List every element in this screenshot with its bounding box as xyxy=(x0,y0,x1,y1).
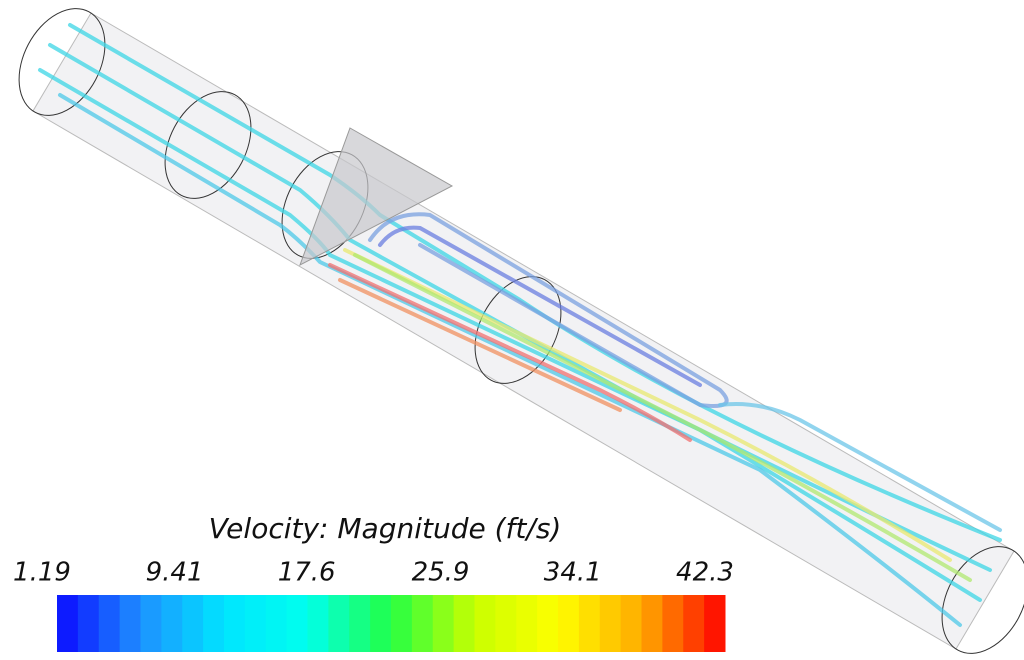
colorbar-band xyxy=(140,595,162,652)
colorbar-band xyxy=(265,595,288,652)
colorbar-tick-label: 25.9 xyxy=(412,558,470,588)
colorbar-band xyxy=(391,595,413,652)
baffle xyxy=(299,127,454,267)
colorbar-band xyxy=(474,595,496,652)
colorbar-band xyxy=(641,595,663,652)
colorbar: 1.19 9.41 17.6 25.9 34.1 42.3 xyxy=(13,558,734,652)
colorbar-band xyxy=(599,595,622,652)
colorbar-band xyxy=(307,595,329,652)
colorbar-band xyxy=(704,595,726,652)
colorbar-band xyxy=(683,595,705,652)
colorbar-band xyxy=(558,595,580,652)
colorbar-band xyxy=(578,595,601,652)
colorbar-tick-label: 42.3 xyxy=(676,558,734,588)
colorbar-band xyxy=(662,595,684,652)
colorbar-band xyxy=(620,595,642,652)
colorbar-tick-label: 17.6 xyxy=(278,558,336,588)
colorbar-band xyxy=(182,595,204,652)
colorbar-band xyxy=(495,595,517,652)
colorbar-band xyxy=(537,595,559,652)
colorbar-band xyxy=(328,595,350,652)
colorbar-band xyxy=(77,595,100,652)
colorbar-band xyxy=(453,595,475,652)
colorbar-band xyxy=(370,595,392,652)
colorbar-band xyxy=(349,595,371,652)
colorbar-band xyxy=(224,595,246,652)
colorbar-tick-label: 9.41 xyxy=(146,558,204,588)
colorbar-tick-label: 1.19 xyxy=(13,558,71,588)
colorbar-band xyxy=(286,595,308,652)
colorbar-band xyxy=(57,595,79,652)
colorbar-band xyxy=(516,595,538,652)
colorbar-band xyxy=(98,595,121,652)
colorbar-band xyxy=(411,595,434,652)
colorbar-title: Velocity: Magnitude (ft/s) xyxy=(209,512,562,545)
colorbar-band xyxy=(119,595,141,652)
colorbar-band xyxy=(432,595,455,652)
colorbar-band xyxy=(161,595,183,652)
colorbar-band xyxy=(203,595,225,652)
colorbar-band xyxy=(244,595,267,652)
colorbar-tick-label: 34.1 xyxy=(544,558,602,588)
